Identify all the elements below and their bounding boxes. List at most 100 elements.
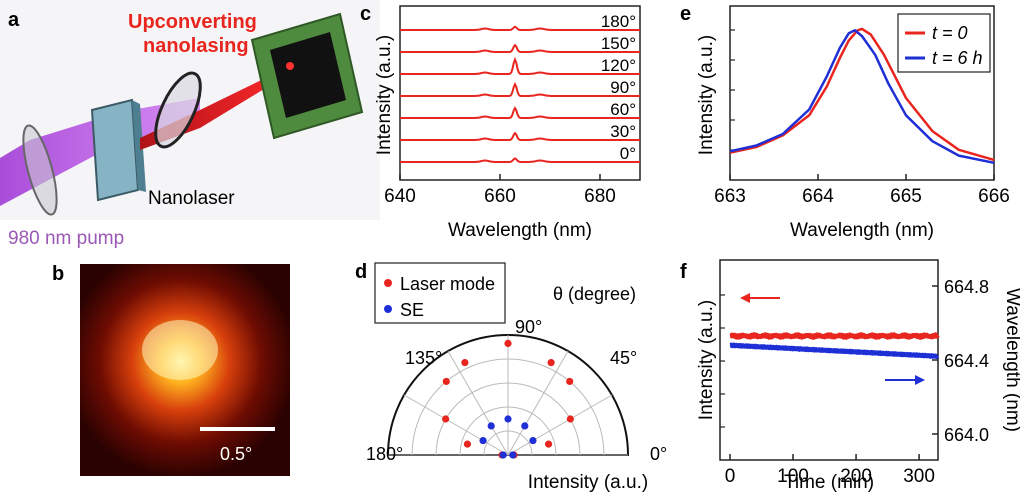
panel-e-xlabel: Wavelength (nm)	[790, 220, 934, 241]
polar-point	[442, 377, 450, 386]
panel-e-x-tick-label: 663	[714, 186, 746, 207]
polar-point	[509, 451, 517, 459]
legend-marker-laser-mode	[384, 279, 392, 287]
panel-f-right-axis-ticks: 664.8 664.4 664.0	[932, 277, 989, 445]
panel-f-x-ticks: 0 100 200 300	[720, 294, 935, 487]
scalebar-label: 0.5°	[220, 444, 252, 464]
panel-e: e 663 664 665 666 t = 0 t = 6 h Wavelength …	[680, 3, 1010, 241]
panel-c-offset-labels: 180° 150° 120° 90° 60° 30° 0°	[601, 12, 636, 163]
panel-e-x-tick-label: 666	[978, 186, 1010, 207]
panel-f-x-tick-label: 200	[840, 466, 872, 487]
panel-e-series-line	[729, 29, 995, 165]
nanolaser-slide	[90, 98, 140, 202]
panel-e-ylabel: Intensity (a.u.)	[696, 35, 717, 155]
legend-marker-se	[384, 305, 392, 313]
detector-chip-window	[270, 32, 346, 118]
polar-point	[566, 377, 574, 386]
legend-label-t0: t = 0	[932, 23, 968, 43]
legend-label-t6h: t = 6 h	[932, 48, 983, 68]
polar-point	[499, 451, 507, 459]
nanolaser-slide-edge	[132, 100, 146, 192]
angle-label-135: 135°	[405, 348, 442, 368]
panel-c-trace	[400, 25, 640, 31]
polar-point	[547, 358, 555, 367]
panel-e-x-tick-label: 665	[890, 186, 922, 207]
panel-c-trace	[400, 56, 640, 75]
panel-c-trace	[400, 157, 640, 163]
polar-point	[504, 415, 512, 423]
panel-d-letter: d	[355, 261, 367, 283]
panel-c-offset-label: 120°	[601, 56, 636, 75]
panel-c-x-tick-label: 660	[484, 186, 516, 207]
polar-grid-spoke	[507, 350, 569, 456]
panel-d-theta-label: θ (degree)	[553, 284, 636, 304]
panel-c-offset-label: 150°	[601, 34, 636, 53]
panel-c-offset-label: 90°	[610, 78, 636, 97]
panel-f-y2-tick-label: 664.8	[944, 277, 989, 297]
panel-f-series	[728, 332, 940, 359]
panel-d: d Laser mode SE θ (degree) 90° 135° 45° …	[355, 261, 667, 493]
wavelength-trace	[728, 342, 940, 359]
panel-f-y2label: Wavelength (nm)	[1002, 288, 1020, 432]
panel-b: b 0.5°	[52, 263, 290, 476]
panel-f-y2-tick-label: 664.4	[944, 351, 989, 371]
panel-d-polar-plot	[386, 334, 630, 459]
panel-e-x-ticks: 663 664 665 666	[714, 29, 1010, 207]
panel-c-trace	[400, 106, 640, 119]
angle-label-45: 45°	[610, 348, 637, 368]
panel-c-offset-label: 30°	[610, 122, 636, 141]
panel-d-legend-box	[374, 262, 506, 324]
panel-c: c 640 660 680 180° 150° 120° 90° 60° 30° 0° Wave…	[360, 3, 641, 241]
pump-label: 980 nm pump	[8, 228, 124, 249]
panel-e-x-tick-label: 664	[802, 186, 834, 207]
polar-point	[463, 440, 472, 448]
panel-f-y2-tick-label: 664.0	[944, 425, 989, 445]
panel-d-xlabel: Intensity (a.u.)	[528, 472, 648, 493]
panel-c-offset-label: 60°	[610, 100, 636, 119]
angle-label-90: 90°	[515, 317, 542, 337]
upconverting-title-line1: Upconverting	[128, 11, 257, 33]
panel-f-xlabel: Time (min)	[784, 472, 874, 493]
polar-point	[487, 422, 495, 430]
detector-spot	[286, 62, 294, 70]
panel-c-traces	[400, 25, 640, 163]
angle-label-180: 180°	[366, 444, 403, 464]
panel-c-letter: c	[360, 3, 371, 25]
legend-label-laser-mode: Laser mode	[400, 274, 495, 294]
polar-point	[544, 440, 553, 448]
panel-f-x-tick-label: 100	[777, 466, 809, 487]
panel-c-x-tick-label: 640	[384, 186, 416, 207]
polar-point	[529, 437, 537, 445]
panel-e-letter: e	[680, 3, 691, 25]
panel-c-trace	[400, 43, 640, 53]
polar-point	[461, 358, 469, 367]
panel-c-trace	[400, 131, 640, 141]
polar-point	[521, 422, 529, 430]
panel-f-ylabel: Intensity (a.u.)	[696, 300, 717, 420]
panel-c-xlabel: Wavelength (nm)	[448, 220, 592, 241]
panel-c-x-ticks: 640 660 680	[384, 174, 616, 207]
panel-f-plot-frame	[719, 259, 939, 461]
angle-label-0: 0°	[650, 444, 667, 464]
panel-c-offset-label: 180°	[601, 12, 636, 31]
panel-a: a a Upconverting nanolasing Nanolaser 98…	[0, 0, 380, 249]
nanolaser-label: Nanolaser	[148, 188, 235, 209]
polar-point	[504, 339, 512, 347]
panel-c-x-tick-label: 680	[584, 186, 616, 207]
panel-c-plot-frame	[399, 5, 641, 181]
polar-grid-spoke	[447, 350, 509, 456]
panel-e-plot-frame	[729, 5, 995, 181]
panel-e-series	[729, 27, 995, 165]
polar-grid-spoke	[507, 394, 613, 456]
polar-grid-spoke	[403, 394, 509, 456]
intensity-axis-arrowhead	[740, 293, 750, 303]
panel-e-legend-box	[897, 13, 991, 73]
panel-b-letter: b	[52, 263, 64, 285]
polar-point	[566, 415, 574, 423]
polar-point	[442, 415, 450, 423]
pump-lens	[22, 124, 58, 216]
wavelength-axis-arrowhead	[915, 375, 925, 385]
panel-c-offset-label: 0°	[620, 144, 636, 163]
